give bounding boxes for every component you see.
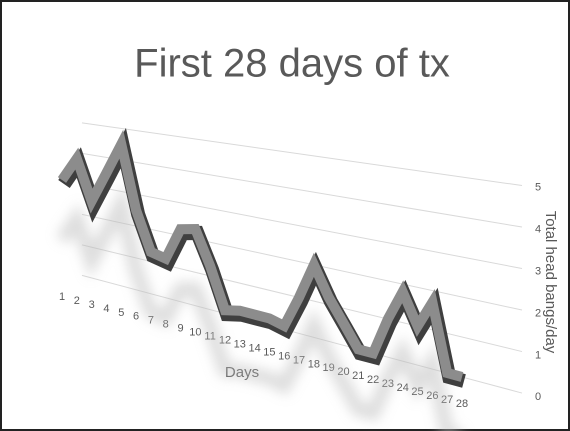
y-tick-label: 1: [535, 349, 541, 361]
grid-line: [81, 152, 523, 228]
x-tick-label: 1: [59, 291, 65, 303]
y-tick-label: 5: [535, 182, 541, 194]
x-tick-label: 24: [397, 382, 409, 394]
x-tick-label: 4: [103, 303, 109, 315]
y-axis-title: Total head bangs/day: [542, 211, 559, 354]
x-tick-label: 2: [74, 295, 80, 307]
x-tick-label: 18: [308, 358, 320, 370]
y-tick-label: 3: [535, 266, 541, 278]
x-tick-label: 6: [133, 311, 139, 323]
grid-line: [81, 122, 523, 187]
x-tick-label: 9: [177, 323, 183, 335]
line: [57, 129, 464, 382]
x-tick-label: 7: [148, 315, 154, 327]
x-tick-label: 21: [352, 370, 364, 382]
chart-title: First 28 days of tx: [134, 42, 450, 86]
grid-line: [81, 183, 523, 270]
x-tick-label: 14: [248, 342, 260, 354]
plot: [56, 127, 466, 431]
line-shadow: [56, 183, 464, 431]
y-tick-label: 4: [535, 224, 541, 236]
x-tick-label: 16: [278, 350, 290, 362]
y-tick-label: 2: [535, 307, 541, 319]
grid-line: [81, 213, 523, 311]
x-tick-label: 15: [263, 346, 275, 358]
x-tick-label: 5: [118, 307, 124, 319]
x-tick-label: 13: [234, 338, 246, 350]
x-tick-label: 3: [89, 299, 95, 311]
y-tick-label: 0: [535, 391, 541, 403]
x-tick-label: 10: [189, 327, 201, 339]
x-tick-label: 22: [367, 374, 379, 386]
x-tick-label: 28: [456, 398, 468, 410]
